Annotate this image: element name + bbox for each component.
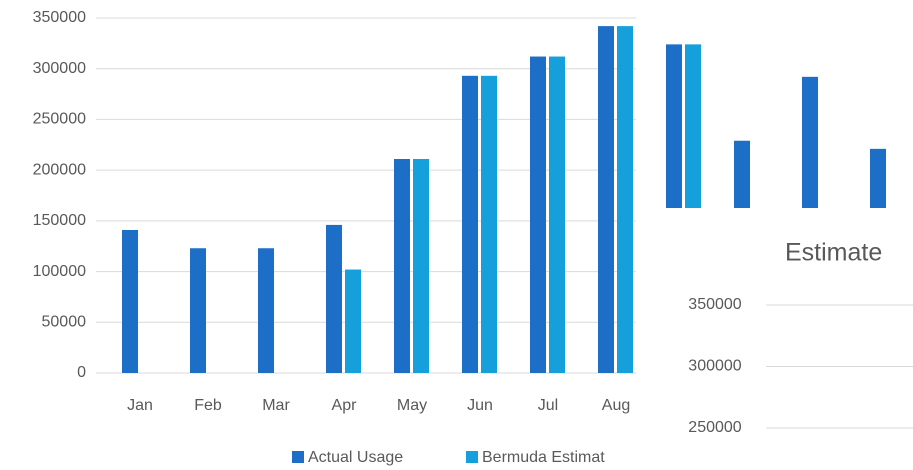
x-tick-label: May xyxy=(397,397,427,414)
y-tick-label: 300000 xyxy=(33,60,86,77)
y-tick-label: 200000 xyxy=(33,161,86,178)
bar xyxy=(481,75,497,374)
bar xyxy=(190,248,206,373)
legend-label: Actual Usage xyxy=(308,449,403,466)
legend-swatch xyxy=(292,451,304,463)
y-tick-label: 350000 xyxy=(33,9,86,26)
overlay-panel xyxy=(637,208,913,470)
y-tick-label: 0 xyxy=(77,364,86,381)
bar xyxy=(122,229,138,373)
legend-swatch xyxy=(466,451,478,463)
bar xyxy=(258,248,274,373)
bar xyxy=(413,158,429,373)
bar xyxy=(598,26,614,373)
y-tick-label: 350000 xyxy=(688,296,741,313)
bar xyxy=(394,158,410,373)
x-tick-label: Apr xyxy=(332,397,358,414)
x-tick-label: Jul xyxy=(538,397,558,414)
y-tick-label: 300000 xyxy=(688,358,741,375)
chart-title: Estimate xyxy=(785,239,882,267)
x-tick-label: Feb xyxy=(194,397,222,414)
bar xyxy=(617,26,633,373)
y-tick-label: 150000 xyxy=(33,212,86,229)
bar xyxy=(549,56,565,374)
bar xyxy=(530,56,546,374)
y-tick-label: 100000 xyxy=(33,263,86,280)
x-tick-label: Aug xyxy=(602,397,630,414)
legend-label: Bermuda Estimat xyxy=(482,449,605,466)
x-tick-label: Jun xyxy=(467,397,493,414)
y-tick-label: 250000 xyxy=(688,419,741,436)
y-tick-label: 250000 xyxy=(33,111,86,128)
bar xyxy=(462,75,478,374)
bar xyxy=(345,269,361,373)
x-tick-label: Mar xyxy=(262,397,290,414)
bar xyxy=(326,224,342,373)
y-tick-label: 50000 xyxy=(42,314,87,331)
x-tick-label: Jan xyxy=(127,397,153,414)
